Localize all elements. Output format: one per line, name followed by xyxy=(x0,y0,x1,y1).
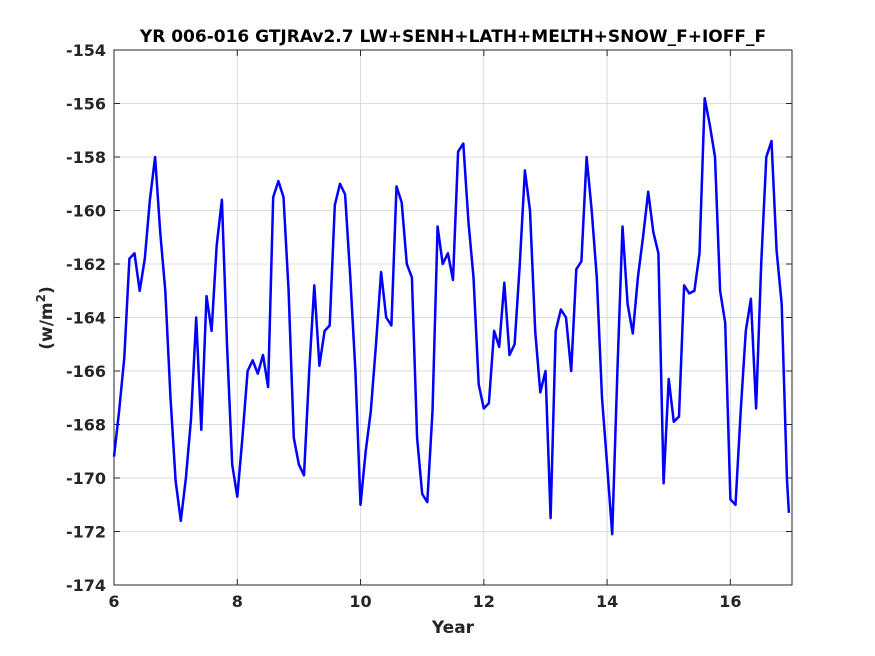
x-axis-label: Year xyxy=(431,618,475,638)
y-tick-label: -168 xyxy=(66,416,106,435)
x-tick-label: 6 xyxy=(108,592,119,611)
y-axis-label-main: (w/m xyxy=(37,302,57,349)
y-tick-label: -160 xyxy=(66,202,106,221)
y-tick-label: -172 xyxy=(66,523,106,542)
y-tick-label: -164 xyxy=(66,309,106,328)
x-tick-labels: 6 8 10 12 14 16 xyxy=(108,592,741,611)
x-tick-label: 12 xyxy=(473,592,495,611)
y-axis-label-close: ) xyxy=(37,286,57,294)
x-tick-label: 8 xyxy=(232,592,243,611)
y-tick-label: -170 xyxy=(66,469,106,488)
y-tick-label: -162 xyxy=(66,255,106,274)
x-tick-label: 14 xyxy=(596,592,618,611)
chart-title: YR 006-016 GTJRAv2.7 LW+SENH+LATH+MELTH+… xyxy=(139,27,766,47)
y-tick-label: -154 xyxy=(66,41,106,60)
series-line xyxy=(112,96,791,536)
tick-marks xyxy=(113,49,792,586)
y-tick-label: -174 xyxy=(66,576,106,595)
y-tick-label: -166 xyxy=(66,362,106,381)
y-tick-labels: -174 -172 -170 -168 -166 -164 -162 -160 -158 -156… xyxy=(66,41,106,595)
y-tick-label: -158 xyxy=(66,148,106,167)
y-axis-label-superscript: 2 xyxy=(34,294,48,302)
x-tick-label: 10 xyxy=(349,592,371,611)
y-tick-label: -156 xyxy=(66,95,106,114)
y-axis-label: (w/m2) xyxy=(34,286,57,350)
x-tick-label: 16 xyxy=(719,592,741,611)
